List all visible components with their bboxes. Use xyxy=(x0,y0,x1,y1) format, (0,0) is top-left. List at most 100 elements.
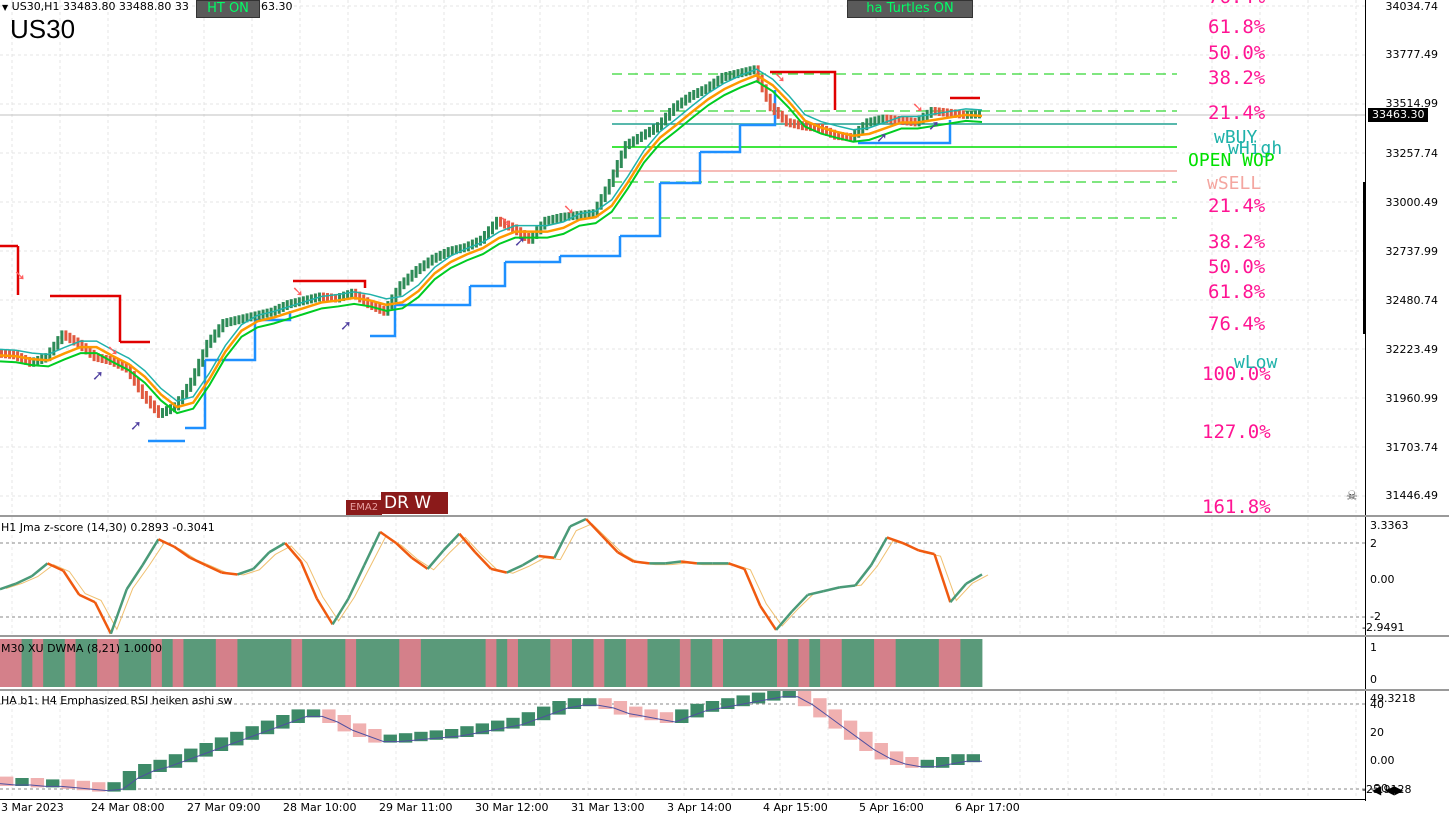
rsi-tick: 0.00 xyxy=(1370,754,1395,767)
zscore-axis: 3.3363 2 0.00 -2 -2.9491 xyxy=(1362,517,1449,635)
rsi-bull-bar xyxy=(276,715,290,729)
time-label: 27 Mar 09:00 xyxy=(187,801,261,814)
bear-candle xyxy=(358,291,362,303)
ht-on-badge[interactable]: HT ON xyxy=(196,0,260,18)
dwma-bar xyxy=(269,639,281,687)
support-stop-line xyxy=(700,125,742,154)
dwma-bar xyxy=(248,639,260,687)
rsi-bear-bar xyxy=(843,720,858,740)
main-chart-pane[interactable]: ➘ ➘ ➘ ➘ ➘ ➘ ➘ ➚ ➚ ➚ ➚ ➚ ➚ ▼ US30,H1 33483.80 33488.8… xyxy=(0,0,1365,515)
bear-candle xyxy=(905,116,909,126)
symbol-title: US30 xyxy=(10,14,76,44)
support-stop-line xyxy=(740,90,777,127)
bear-candle xyxy=(370,300,374,311)
bear-candle xyxy=(849,133,853,142)
bull-candle xyxy=(539,221,543,235)
bear-candle xyxy=(80,339,84,352)
bear-candle xyxy=(937,107,941,116)
dwma-bar xyxy=(830,639,843,687)
zscore-segment xyxy=(411,556,429,570)
rsi-bull-bar xyxy=(245,726,259,740)
arrow-down-icon: ➘ xyxy=(912,100,924,116)
zscore-segment xyxy=(458,532,477,554)
bull-candle xyxy=(495,216,499,230)
ema2-badge[interactable]: EMA2 xyxy=(346,500,382,515)
zscore-tick: 3.3363 xyxy=(1370,519,1409,532)
bear-candle xyxy=(366,297,370,309)
bull-candle xyxy=(664,112,668,126)
fib-label: 100.0% xyxy=(1202,363,1271,385)
bear-candle xyxy=(812,123,816,132)
zscore-tick: -2.9491 xyxy=(1362,621,1405,634)
fib-label: 61.8% xyxy=(1208,281,1266,303)
rsi-bull-bar xyxy=(537,706,551,721)
bull-candle xyxy=(877,115,881,125)
bull-candle xyxy=(470,239,474,250)
rsi-bear-bar xyxy=(797,691,812,707)
dwma-bar xyxy=(431,639,443,687)
dwma-bar xyxy=(205,639,217,687)
support-stop-line xyxy=(910,120,952,145)
price-axis[interactable]: 34034.74 33777.49 33514.99 33257.74 3300… xyxy=(1363,0,1449,515)
time-axis[interactable] xyxy=(0,799,1365,812)
bear-candle xyxy=(957,109,961,119)
bull-candle xyxy=(438,250,442,261)
pane-separator[interactable] xyxy=(0,515,1449,517)
dwma-bar xyxy=(561,639,573,687)
dwma-bar xyxy=(776,639,789,687)
ha-turtles-badge[interactable]: ha Turtles ON xyxy=(847,0,973,18)
zscore-pane[interactable]: H1 Jma z-score (14,30) 0.2893 -0.3041 xyxy=(0,517,1365,635)
zscore-segment xyxy=(886,536,904,545)
zscore-segment xyxy=(839,584,856,589)
dwma-bar xyxy=(528,639,540,687)
pane-separator[interactable] xyxy=(0,635,1449,637)
bull-candle xyxy=(32,357,36,367)
main-grid xyxy=(0,0,1365,515)
zscore-segment xyxy=(918,549,935,556)
dwma-bar xyxy=(140,639,152,687)
bear-candle xyxy=(515,224,519,236)
bear-candle xyxy=(933,107,937,116)
main-chart-svg[interactable]: ➘➘➘➘➘➘➘➚➚➚➚➚➚ xyxy=(0,0,1365,515)
rsi-bull-bar xyxy=(552,701,566,715)
bear-candle xyxy=(330,293,334,302)
rsi-bear-bar xyxy=(0,776,14,786)
dwma-bar xyxy=(75,639,87,687)
zscore-segment xyxy=(347,564,366,600)
dwma-axis: 1 0 xyxy=(1365,637,1449,689)
zscore-segment xyxy=(173,545,191,559)
zscore-tick: -2 xyxy=(1370,610,1381,623)
dwma-bar xyxy=(10,639,22,687)
zscore-title: H1 Jma z-score (14,30) 0.2893 -0.3041 xyxy=(1,521,215,534)
zscore-segment xyxy=(78,593,96,604)
whigh-label: wHigh xyxy=(1228,138,1283,159)
bear-candle xyxy=(96,353,100,363)
pane-separator[interactable] xyxy=(0,689,1449,691)
bear-candle xyxy=(354,288,358,300)
dwma-bar xyxy=(874,639,886,687)
rsi-pane[interactable]: HA b1: H4 Emphasized RSI heiken ashi sw xyxy=(0,691,1365,799)
bull-candle xyxy=(708,81,712,93)
bull-candle xyxy=(748,66,752,76)
scroll-arrows[interactable]: ◀ ◀▶ xyxy=(1372,783,1404,797)
dr-w-badge[interactable]: DR W xyxy=(381,492,448,514)
zscore-segment xyxy=(62,570,81,596)
dwma-bar xyxy=(464,639,476,687)
bull-candle xyxy=(406,273,410,286)
dwma-bar xyxy=(258,639,271,687)
dwma-pane[interactable]: M30 XU DWMA (8,21) 1.0000 xyxy=(0,637,1365,689)
dwma-bar xyxy=(442,639,454,687)
bull-candle xyxy=(410,269,414,282)
stop-levels xyxy=(0,70,980,443)
dwma-bar xyxy=(356,639,368,687)
zscore-segment xyxy=(30,562,49,578)
bull-candle xyxy=(921,112,925,124)
bull-candle xyxy=(591,209,595,218)
zscore-segment xyxy=(965,573,983,585)
dwma-tick: 0 xyxy=(1370,673,1377,686)
rsi-svg xyxy=(0,691,1365,799)
zscore-segment xyxy=(759,605,778,631)
bull-candle xyxy=(289,299,293,309)
time-label: 5 Apr 16:00 xyxy=(859,801,924,814)
rsi-bear-bar xyxy=(859,731,873,751)
